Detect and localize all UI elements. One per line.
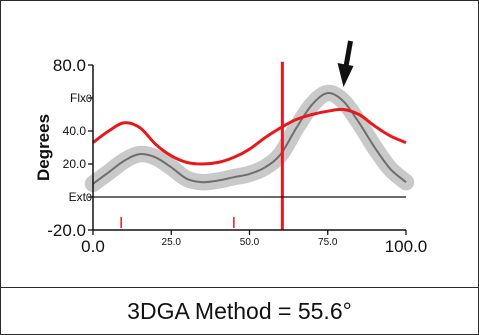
normative-sd-band [84, 84, 415, 193]
normative-mean-line [92, 92, 407, 185]
label-layer: 80.0 Flx 40.0 20.0 Ext -20.0 0 0 0.0 25.0 50.0 75.0… [34, 40, 428, 256]
x-tick-label: 50.0 [240, 237, 260, 248]
x-tick-label: 25.0 [162, 237, 182, 248]
knee-angle-chart: 80.0 Flx 40.0 20.0 Ext -20.0 0 0 0.0 25.0 50.0 75.0… [34, 40, 428, 256]
x-tick-label: 0.0 [81, 237, 105, 256]
chart-panel: 80.0 Flx 40.0 20.0 Ext -20.0 0 0 0.0 25.0 50.0 75.0… [1, 1, 478, 287]
series-layer [92, 61, 407, 230]
y-tick-label: Flx [70, 91, 86, 105]
y-tick-label: 40.0 [63, 124, 87, 138]
peak-arrow-shaft [343, 40, 353, 70]
method-result-label: 3DGA Method = 55.6° [127, 298, 352, 324]
zero-marker-label: 0 [86, 192, 92, 204]
band-layer [84, 84, 415, 193]
patient-knee-angle-line [92, 107, 407, 166]
x-tick-label: 100.0 [385, 237, 428, 256]
method-footer: 3DGA Method = 55.6° [1, 287, 478, 335]
y-tick-label: Ext [69, 190, 87, 204]
x-tick-label: 75.0 [318, 237, 338, 248]
zero-marker-label: 0 [86, 93, 92, 105]
axes-layer [88, 64, 407, 235]
y-axis-title: Degrees [34, 114, 53, 181]
y-tick-label: -20.0 [47, 221, 86, 240]
peak-arrow-head [337, 63, 354, 87]
y-tick-label: 20.0 [63, 157, 87, 171]
y-tick-label: 80.0 [53, 56, 86, 75]
